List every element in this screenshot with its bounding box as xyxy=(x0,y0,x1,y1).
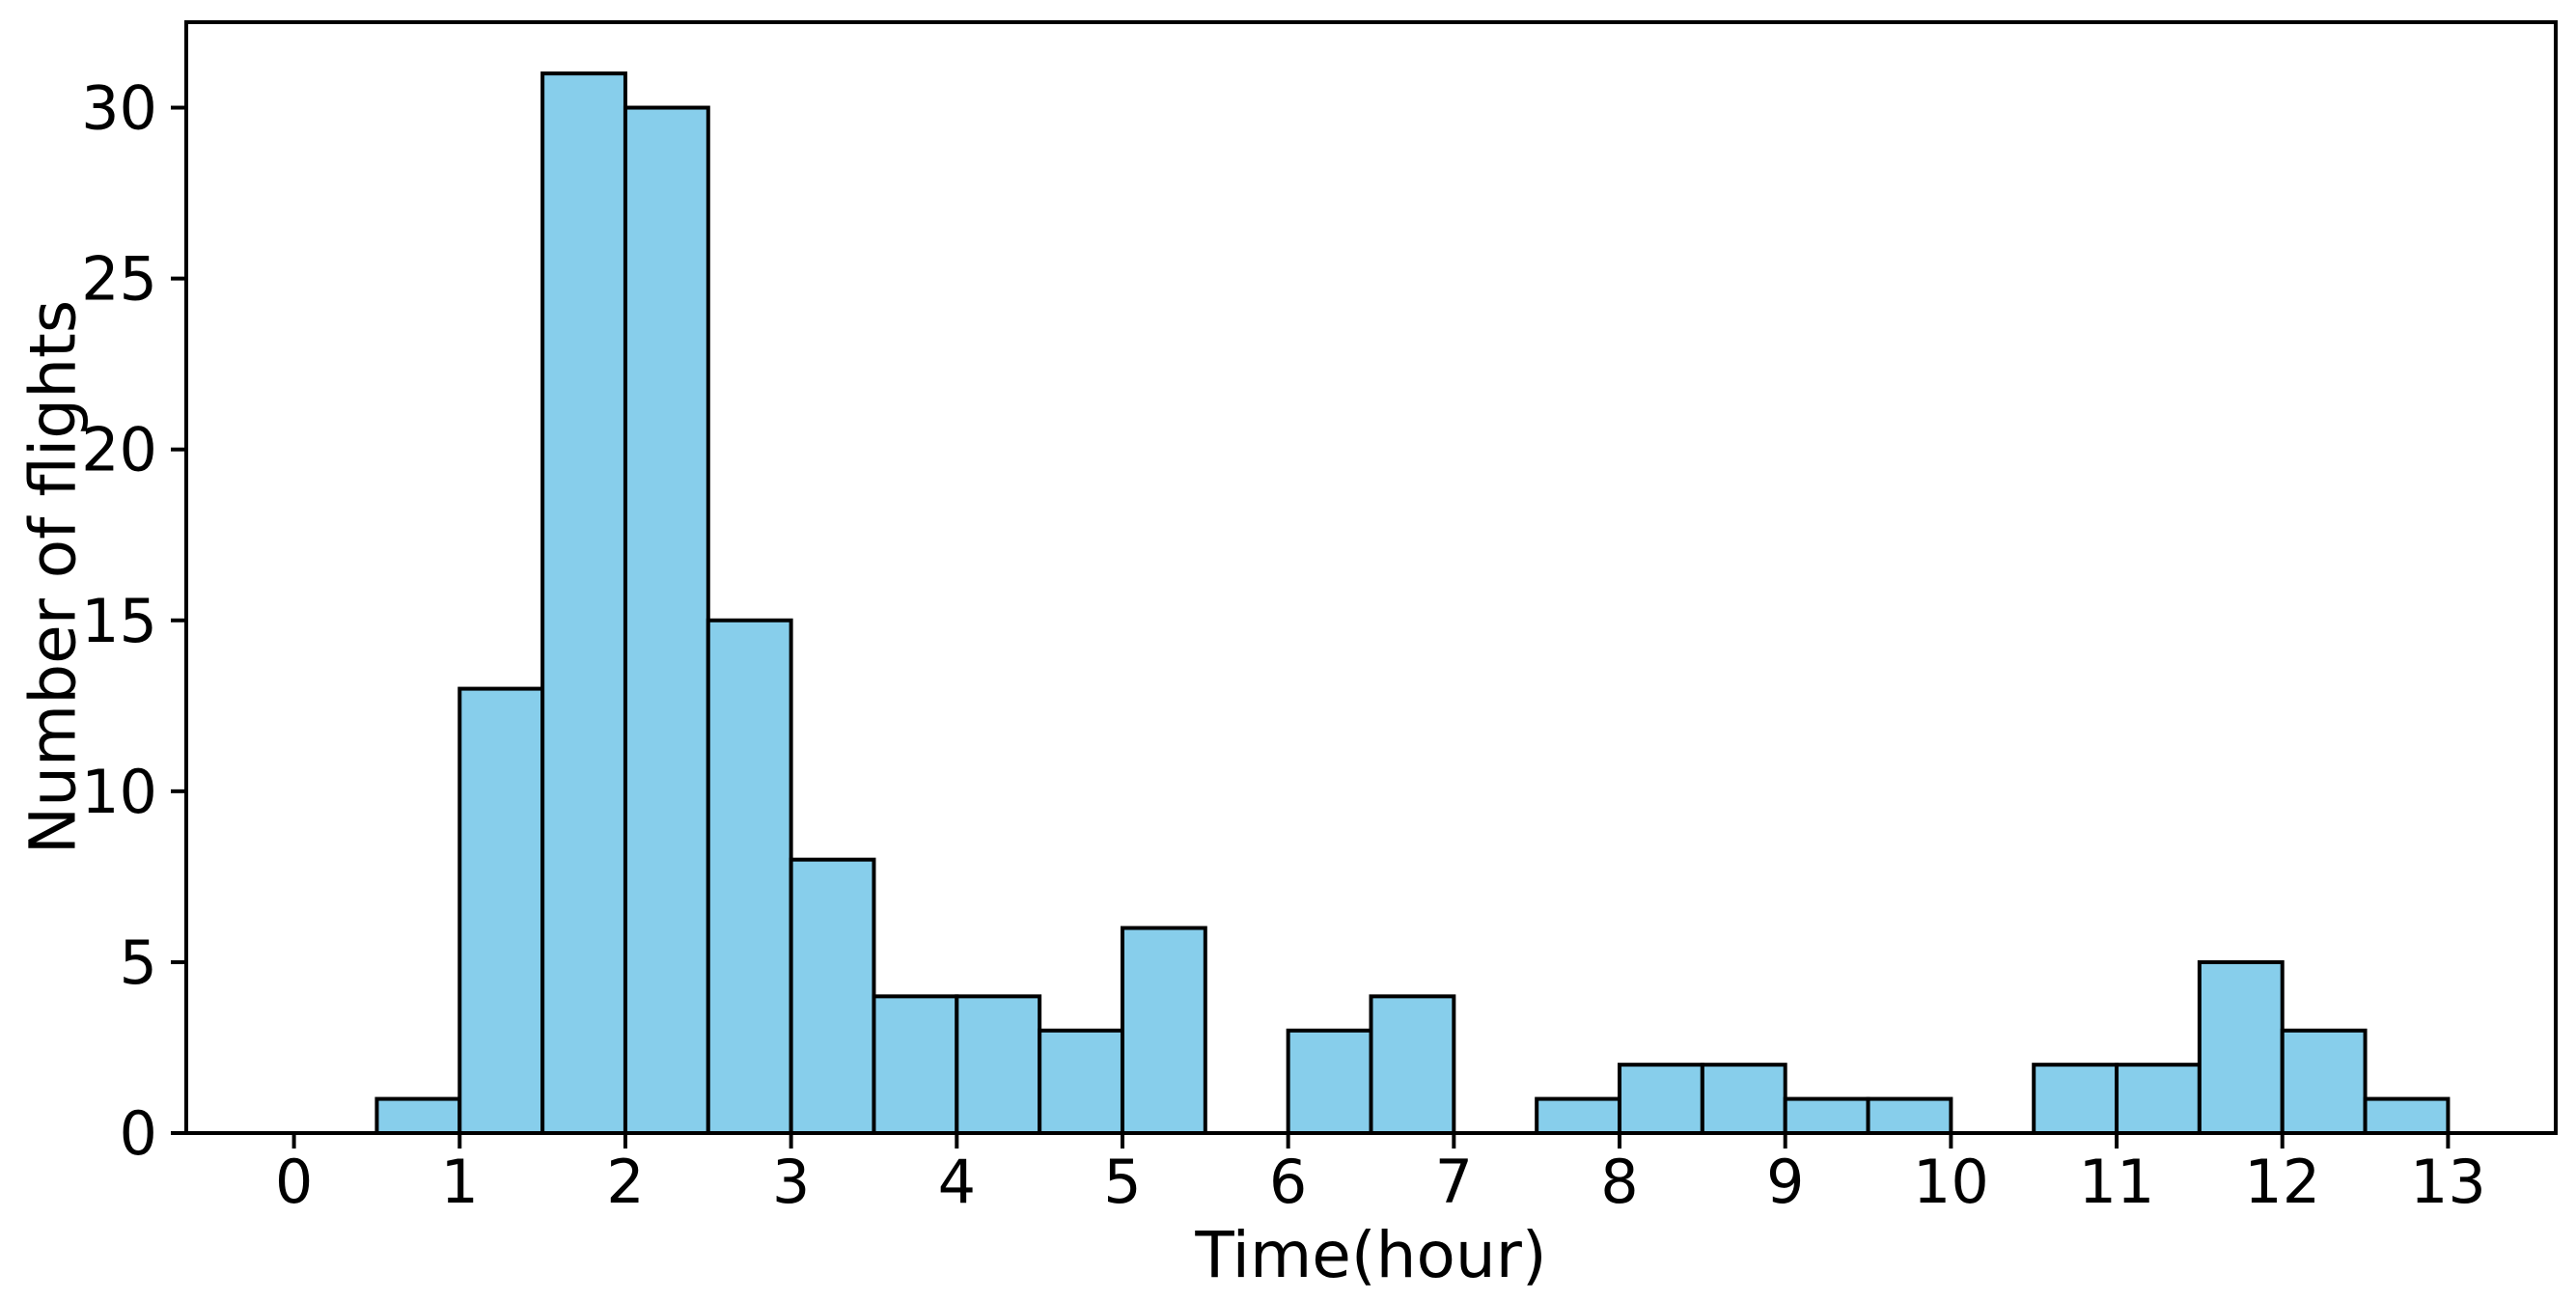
histogram-bar xyxy=(2280,1028,2368,1136)
x-tick-label: 13 xyxy=(2410,1147,2486,1217)
histogram-bar xyxy=(1369,994,1456,1136)
histogram-bar xyxy=(1535,1096,1622,1135)
histogram-bar xyxy=(706,618,793,1135)
x-tick-label: 7 xyxy=(1435,1147,1473,1217)
x-tick-label: 5 xyxy=(1103,1147,1141,1217)
histogram-bar xyxy=(1120,926,1207,1135)
x-tick-label: 9 xyxy=(1766,1147,1804,1217)
histogram-bar xyxy=(540,71,627,1136)
histogram-bar xyxy=(623,105,710,1136)
histogram-bar xyxy=(374,1096,462,1135)
histogram-bar xyxy=(955,994,1042,1136)
histogram-bar xyxy=(2363,1096,2451,1135)
x-tick-label: 11 xyxy=(2079,1147,2155,1217)
y-tick-label: 30 xyxy=(81,73,157,144)
histogram-bar xyxy=(789,857,876,1136)
histogram-bar xyxy=(1038,1028,1124,1136)
y-tick-label: 15 xyxy=(81,586,157,656)
x-tick-label: 4 xyxy=(938,1147,976,1217)
histogram-bar xyxy=(1783,1096,1870,1135)
x-tick-label: 3 xyxy=(772,1147,810,1217)
y-tick-label: 25 xyxy=(81,244,157,315)
x-tick-label: 10 xyxy=(1913,1147,1989,1217)
y-tick-label: 20 xyxy=(81,415,157,485)
y-tick-label: 5 xyxy=(120,927,157,998)
histogram-bar xyxy=(1286,1028,1373,1136)
y-tick-label: 0 xyxy=(120,1098,157,1169)
y-tick-label: 10 xyxy=(81,757,157,827)
histogram-bar xyxy=(1700,1063,1787,1135)
x-tick-label: 1 xyxy=(441,1147,479,1217)
x-tick-label: 12 xyxy=(2244,1147,2320,1217)
x-tick-label: 8 xyxy=(1600,1147,1638,1217)
x-axis-label: Time(hour) xyxy=(1195,1218,1547,1292)
histogram-bar xyxy=(872,994,959,1136)
histogram-bar xyxy=(1866,1096,1953,1135)
histogram-bar xyxy=(2115,1063,2202,1135)
x-tick-label: 2 xyxy=(606,1147,644,1217)
x-tick-label: 0 xyxy=(275,1147,313,1217)
histogram-bar xyxy=(2197,959,2285,1136)
x-tick-label: 6 xyxy=(1269,1147,1307,1217)
histogram-bar xyxy=(2032,1063,2119,1135)
histogram-bar xyxy=(457,686,545,1135)
axes-spines xyxy=(184,20,2558,1135)
histogram-bar xyxy=(1618,1063,1704,1135)
y-axis-label: Number of flights xyxy=(15,299,91,855)
